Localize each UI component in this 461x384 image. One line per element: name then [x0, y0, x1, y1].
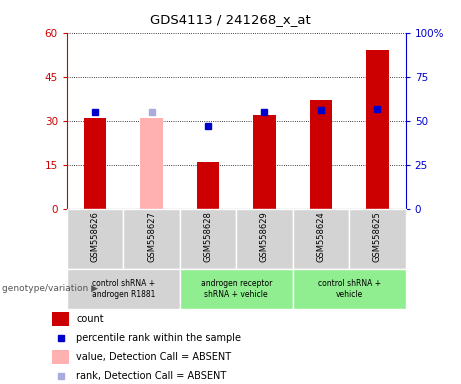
Bar	[67, 269, 180, 309]
Text: GSM558628: GSM558628	[203, 211, 213, 262]
Text: androgen receptor
shRNA + vehicle: androgen receptor shRNA + vehicle	[201, 279, 272, 299]
Bar	[180, 269, 293, 309]
Text: GSM558626: GSM558626	[90, 211, 100, 262]
Bar	[67, 209, 123, 269]
Text: GSM558625: GSM558625	[373, 211, 382, 262]
Text: control shRNA +
vehicle: control shRNA + vehicle	[318, 279, 381, 299]
Bar	[349, 209, 406, 269]
Bar	[293, 269, 406, 309]
Bar	[236, 209, 293, 269]
Bar	[253, 115, 276, 209]
Text: value, Detection Call = ABSENT: value, Detection Call = ABSENT	[76, 352, 231, 362]
Text: control shRNA +
androgen R1881: control shRNA + androgen R1881	[92, 279, 155, 299]
Text: count: count	[76, 314, 104, 324]
Text: percentile rank within the sample: percentile rank within the sample	[76, 333, 241, 343]
Text: GSM558629: GSM558629	[260, 211, 269, 262]
Text: GDS4113 / 241268_x_at: GDS4113 / 241268_x_at	[150, 13, 311, 26]
Bar	[293, 209, 349, 269]
Text: genotype/variation ▶: genotype/variation ▶	[2, 285, 98, 293]
Text: rank, Detection Call = ABSENT: rank, Detection Call = ABSENT	[76, 371, 226, 381]
Bar	[52, 350, 69, 364]
Bar	[84, 118, 106, 209]
Bar	[197, 162, 219, 209]
Text: GSM558627: GSM558627	[147, 211, 156, 262]
Bar	[366, 50, 389, 209]
Bar	[180, 209, 236, 269]
Text: GSM558624: GSM558624	[316, 211, 325, 262]
Bar	[140, 118, 163, 209]
Bar	[123, 209, 180, 269]
Bar	[52, 312, 69, 326]
Bar	[310, 100, 332, 209]
